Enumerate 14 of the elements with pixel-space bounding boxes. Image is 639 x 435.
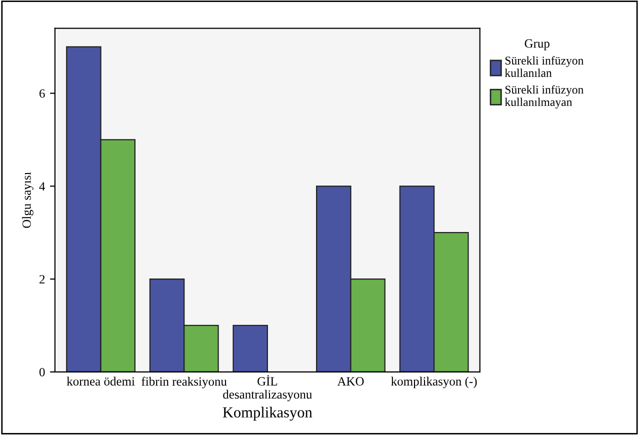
x-tick-label: AKO (337, 377, 364, 386)
x-tick-label: fibrin reaksiyonu (142, 376, 227, 388)
legend-title: Grup (524, 39, 550, 50)
y-tick-label: 6 (40, 89, 45, 98)
bar (232, 324, 268, 372)
y-tick-label: 2 (40, 275, 45, 284)
y-tick-label: 4 (39, 182, 46, 191)
y-axis-title: Olgu sayısı (22, 172, 34, 228)
legend-label: Sürekli infüzyon kullanılan (504, 56, 584, 77)
x-tick-label: komplikasyon (-) (391, 376, 477, 388)
y-tick-label: 0 (39, 368, 45, 376)
x-axis-title: Komplikasyon (222, 406, 312, 421)
x-tick-label: kornea ödemi (66, 376, 135, 386)
legend-label: Sürekli infüzyon kullanılmayan (504, 85, 584, 108)
